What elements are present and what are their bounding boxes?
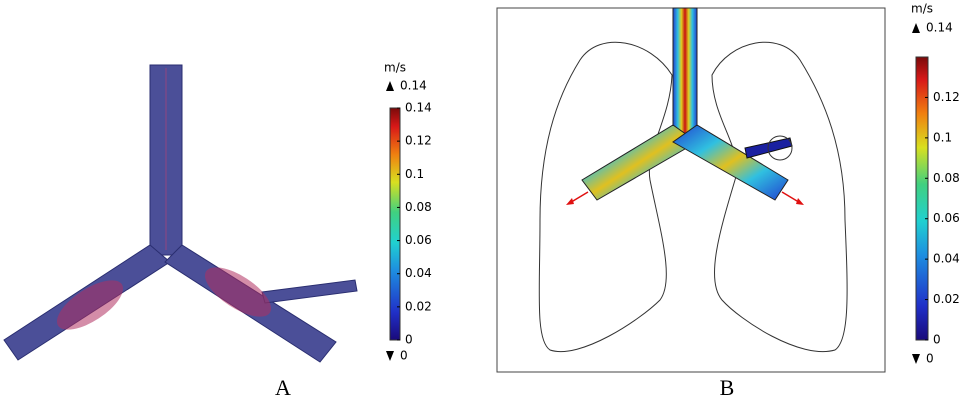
colorbar-unit: m/s <box>911 2 933 16</box>
colorbar-min: 0 <box>926 352 934 366</box>
colorbar-max: 0.14 <box>926 21 953 35</box>
colorbar-min: 0 <box>400 349 408 363</box>
colorbar-max: 0.14 <box>400 79 427 93</box>
colorbar-tick-label: 0.1 <box>405 167 424 181</box>
colorbar-tick-label: 0.08 <box>933 171 960 185</box>
colorbar-tick-label: 0.12 <box>405 134 432 148</box>
colorbar-tick-label: 0.06 <box>405 233 432 247</box>
colorbar-tick-label: 0.04 <box>933 252 960 266</box>
colorbar-tick-label: 0.08 <box>405 200 432 214</box>
colorbar-tick-label: 0 <box>405 333 413 347</box>
max-marker <box>912 23 920 33</box>
min-marker <box>386 351 394 361</box>
min-marker <box>912 354 920 364</box>
colorbar-unit: m/s <box>384 61 406 75</box>
colorbar <box>389 107 401 341</box>
colorbar-tick-label: 0 <box>933 333 941 347</box>
colorbar-tick-label: 0.14 <box>405 101 432 115</box>
colorbar <box>915 56 929 341</box>
colorbar-tick-label: 0.1 <box>933 130 952 144</box>
colorbar-tick-label: 0.02 <box>933 292 960 306</box>
max-marker <box>386 81 394 91</box>
colorbar-tick-label: 0.02 <box>405 299 432 313</box>
colorbar-tick-label: 0.12 <box>933 90 960 104</box>
panel-label: A <box>275 375 291 400</box>
colorbar-tick-label: 0.04 <box>405 266 432 280</box>
colorbar-tick-label: 0.06 <box>933 211 960 225</box>
model-b <box>496 7 886 373</box>
model-a <box>3 64 358 363</box>
panel-label: B <box>720 375 735 400</box>
